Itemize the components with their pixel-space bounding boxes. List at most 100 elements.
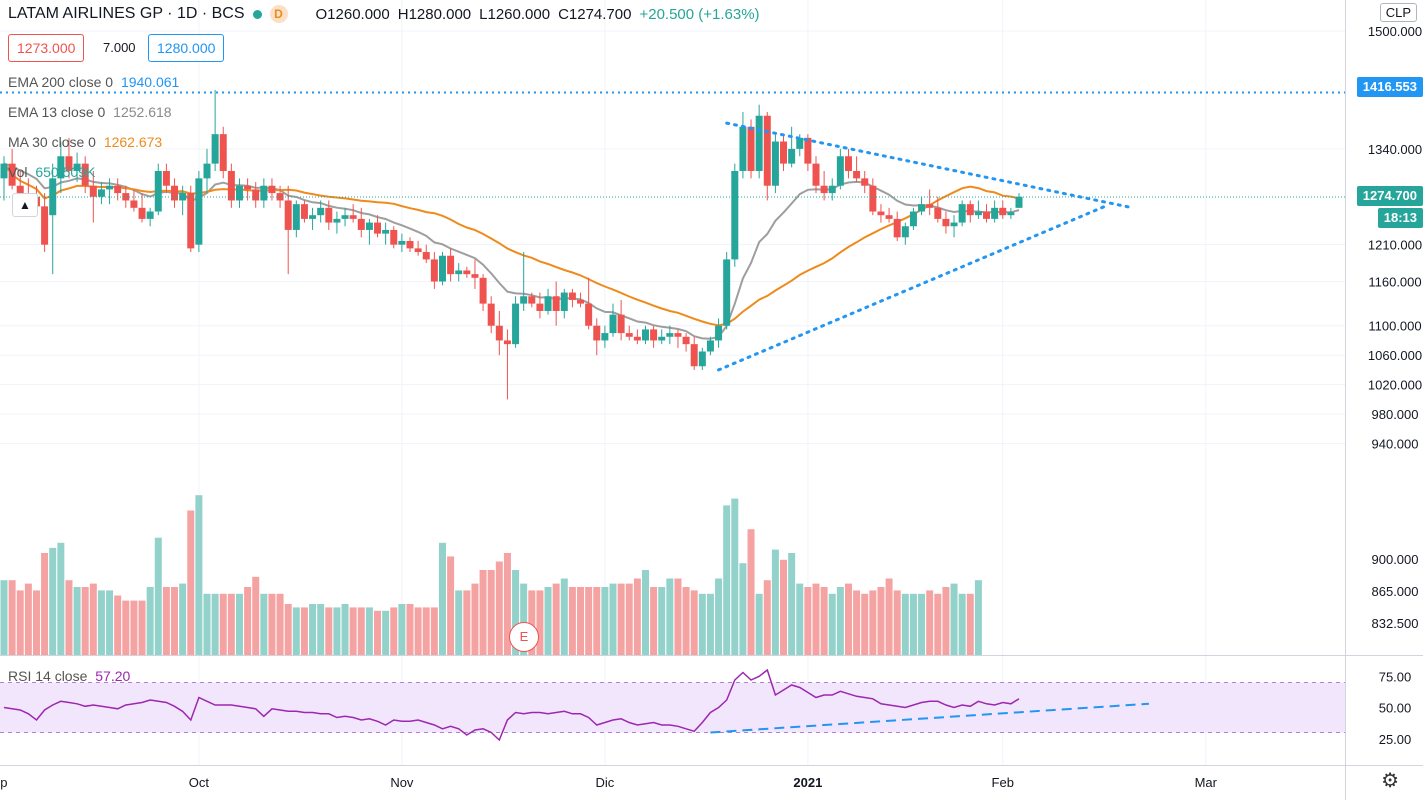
candle-body	[447, 255, 455, 275]
ask-price-button[interactable]: 1280.000	[148, 34, 225, 62]
rsi-line	[3, 668, 1020, 742]
candle-body	[877, 211, 885, 216]
candle-body	[934, 207, 942, 219]
volume-bar	[609, 583, 617, 655]
candle	[585, 277, 593, 330]
candle-body	[211, 134, 219, 164]
candle-body	[471, 274, 479, 278]
candle-body	[577, 299, 585, 304]
candle	[252, 182, 260, 208]
volume-bar	[244, 587, 252, 655]
volume-bar	[8, 580, 16, 655]
candle-body	[682, 336, 690, 345]
volume-bar	[503, 553, 511, 655]
candle	[179, 185, 187, 216]
volume-bar	[179, 583, 187, 655]
delayed-badge[interactable]: D	[269, 5, 288, 23]
volume-bar	[130, 600, 138, 655]
candle-body	[146, 211, 154, 219]
candle-body	[422, 252, 430, 260]
candle	[844, 148, 852, 179]
collapse-legend-button[interactable]: ▲	[12, 193, 38, 217]
candle	[893, 211, 901, 241]
candle-body	[81, 163, 89, 186]
volume-bar	[471, 583, 479, 655]
symbol-title[interactable]: LATAM AIRLINES GP · 1D · BCS	[8, 5, 245, 22]
candle-body	[252, 189, 260, 201]
candle	[365, 218, 373, 245]
candle-body	[122, 193, 130, 201]
volume-bar	[577, 587, 585, 655]
volume-bar	[211, 593, 219, 655]
volume-bar	[268, 593, 276, 655]
time-axis-label: Oct	[189, 775, 210, 790]
candle-body	[203, 163, 211, 179]
candle	[771, 134, 779, 194]
candle-body	[341, 215, 349, 219]
ma30-label: MA 30 close 0	[8, 134, 96, 150]
settings-gear-button[interactable]: ⚙	[1381, 768, 1399, 793]
candle-body	[349, 215, 357, 219]
candle-body	[154, 170, 162, 212]
candle	[495, 310, 503, 356]
ema13-legend[interactable]: EMA 13 close 0 1252.618	[8, 104, 176, 120]
volume-bar	[414, 607, 422, 655]
candle-body	[861, 178, 869, 186]
candle	[991, 200, 999, 223]
candle-body	[179, 193, 187, 201]
candle-body	[885, 215, 893, 219]
candle	[138, 193, 146, 223]
candle	[41, 193, 49, 253]
trendline-upper	[725, 121, 1135, 210]
candle-body	[49, 178, 57, 216]
volume-bar	[723, 505, 731, 655]
candle	[227, 163, 235, 208]
candle	[8, 148, 16, 190]
candle-body	[958, 204, 966, 223]
candle-body	[8, 163, 16, 186]
volume-bar	[918, 593, 926, 655]
bid-price-button[interactable]: 1273.000	[8, 34, 85, 62]
ema200-legend[interactable]: EMA 200 close 0 1940.061	[8, 74, 183, 90]
volume-bar	[203, 593, 211, 655]
price-axis-label: 1060.000	[1368, 348, 1422, 363]
currency-label[interactable]: CLP	[1379, 3, 1417, 22]
candle-body	[309, 215, 317, 219]
volume-bar	[520, 583, 528, 655]
volume-bar	[154, 537, 162, 655]
candle-body	[171, 185, 179, 201]
ema13-label: EMA 13 close 0	[8, 104, 106, 120]
candle-body	[138, 207, 146, 219]
ema13-value: 1252.618	[113, 104, 172, 120]
earnings-event-marker[interactable]: E	[509, 622, 539, 652]
volume-legend[interactable]: Vol 650.509K	[8, 164, 99, 180]
price-axis-label: 1340.000	[1368, 142, 1422, 157]
candle	[414, 240, 422, 256]
candle-body	[690, 344, 698, 367]
volume-bar	[974, 580, 982, 655]
rsi-legend[interactable]: RSI 14 close 57.20	[8, 668, 134, 684]
volume-bar	[398, 604, 406, 655]
candle	[219, 126, 227, 179]
volume-bar	[641, 570, 649, 655]
volume-bar	[658, 587, 666, 655]
volume-bar	[528, 590, 536, 655]
candle	[154, 163, 162, 216]
candle-body	[674, 333, 682, 337]
candle	[146, 207, 154, 227]
volume-bar	[593, 587, 601, 655]
volume-bar	[16, 590, 24, 655]
candle-body	[650, 329, 658, 341]
candle-body	[974, 211, 982, 216]
candle-body	[918, 204, 926, 212]
volume-bar	[57, 542, 65, 655]
ma30-legend[interactable]: MA 30 close 0 1262.673	[8, 134, 166, 150]
candle	[942, 211, 950, 234]
candle	[820, 170, 828, 201]
time-axis-label: Mar	[1195, 775, 1218, 790]
volume-bar	[771, 549, 779, 655]
candle	[422, 244, 430, 264]
candle-body	[520, 296, 528, 304]
candle-body	[771, 141, 779, 186]
